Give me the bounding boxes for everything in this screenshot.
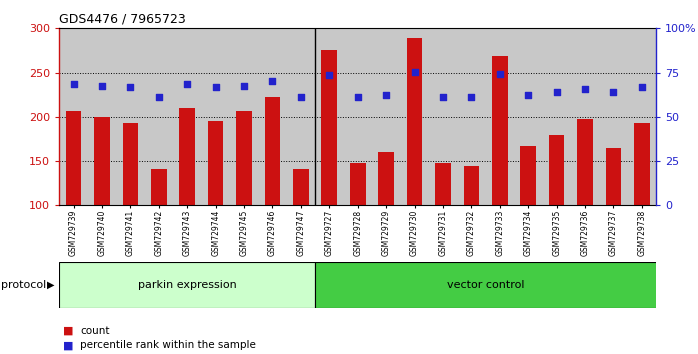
Bar: [265, 97, 281, 205]
Point: [352, 95, 363, 100]
Point: [438, 95, 449, 100]
Bar: [208, 121, 223, 205]
Point: [494, 72, 505, 77]
Bar: [521, 146, 536, 205]
Text: protocol: protocol: [1, 280, 47, 290]
Bar: [606, 148, 621, 205]
Point: [239, 83, 250, 89]
Point: [267, 79, 278, 84]
Bar: [577, 120, 593, 205]
Text: ■: ■: [63, 340, 73, 350]
Point: [608, 89, 619, 95]
Point: [466, 95, 477, 100]
Text: percentile rank within the sample: percentile rank within the sample: [80, 340, 256, 350]
Point: [637, 84, 648, 90]
Point: [68, 81, 79, 87]
Point: [181, 81, 193, 87]
Point: [210, 84, 221, 90]
Bar: [179, 108, 195, 205]
Text: ▶: ▶: [47, 280, 55, 290]
Bar: [549, 136, 565, 205]
Bar: [463, 166, 480, 205]
Bar: [407, 38, 422, 205]
Point: [380, 92, 392, 98]
Bar: [315, 262, 670, 308]
Text: vector control: vector control: [447, 280, 524, 290]
Point: [523, 92, 534, 98]
Bar: [378, 152, 394, 205]
Text: ■: ■: [63, 326, 73, 336]
Bar: [435, 163, 451, 205]
Bar: [59, 262, 315, 308]
Text: parkin expression: parkin expression: [138, 280, 237, 290]
Point: [579, 86, 591, 91]
Bar: [94, 117, 110, 205]
Text: count: count: [80, 326, 110, 336]
Point: [125, 84, 136, 90]
Bar: [492, 56, 507, 205]
Point: [153, 95, 164, 100]
Point: [295, 95, 306, 100]
Bar: [236, 110, 252, 205]
Bar: [350, 163, 366, 205]
Text: GDS4476 / 7965723: GDS4476 / 7965723: [59, 13, 186, 26]
Bar: [151, 169, 167, 205]
Bar: [322, 51, 337, 205]
Bar: [293, 169, 309, 205]
Bar: [123, 123, 138, 205]
Point: [96, 83, 107, 89]
Point: [551, 89, 562, 95]
Bar: [634, 123, 650, 205]
Bar: [66, 110, 82, 205]
Point: [409, 69, 420, 75]
Point: [324, 73, 335, 78]
